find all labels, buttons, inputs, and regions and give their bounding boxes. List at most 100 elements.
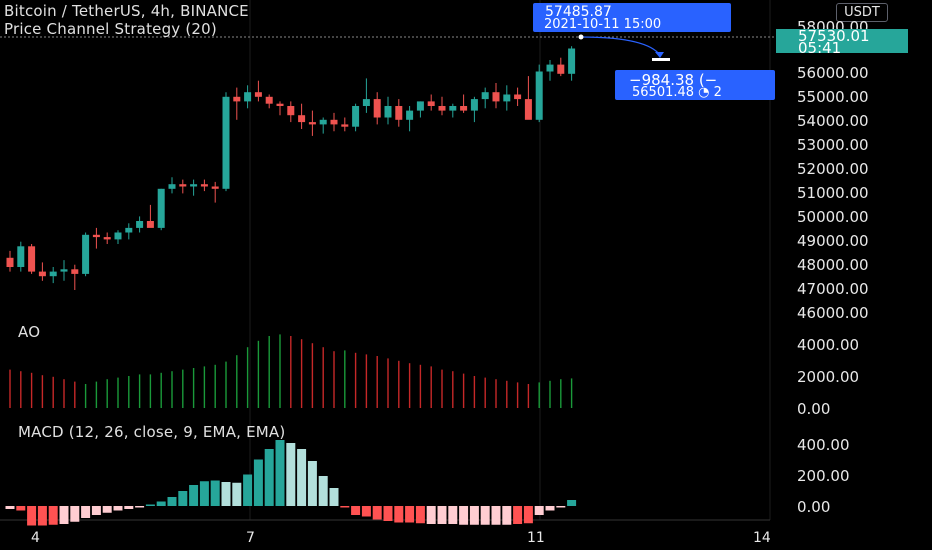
bar-countdown: 05:41 xyxy=(798,39,842,57)
strategy-legend[interactable]: Price Channel Strategy (20) xyxy=(4,20,217,38)
macd-bar xyxy=(329,488,339,506)
candle-body xyxy=(254,92,262,97)
macd-bar xyxy=(156,501,166,506)
ao-legend[interactable]: AO xyxy=(18,323,41,341)
candle-body xyxy=(200,184,208,187)
macd-bar xyxy=(199,481,209,506)
candle-body xyxy=(103,237,111,240)
macd-bar xyxy=(426,506,436,524)
candle-body xyxy=(449,106,457,111)
macd-bar xyxy=(145,504,155,506)
macd-bar xyxy=(307,461,317,506)
macd-bar xyxy=(523,506,533,524)
entry-marker xyxy=(578,34,584,40)
time-tick: 7 xyxy=(246,530,255,546)
candle-body xyxy=(60,269,68,272)
trade-connector xyxy=(580,36,661,56)
candle-body xyxy=(460,106,468,111)
candle-body xyxy=(341,124,349,127)
candle-body xyxy=(6,257,14,267)
macd-bar xyxy=(275,440,285,506)
candle-body xyxy=(395,106,403,120)
candle-body xyxy=(492,92,500,102)
exit-arrow-icon xyxy=(655,52,664,58)
candle-body xyxy=(136,221,144,228)
macd-bar xyxy=(297,449,307,506)
candle-body xyxy=(362,99,370,106)
exit-tooltip[interactable]: −984.38 (− 56501.48 ◔ 2 xyxy=(615,70,775,100)
macd-legend[interactable]: MACD (12, 26, close, 9, EMA, EMA) xyxy=(18,423,286,441)
candle-body xyxy=(514,94,522,100)
candle-body xyxy=(190,184,198,187)
macd-bar xyxy=(91,506,101,515)
macd-tick: 0.00 xyxy=(797,498,831,516)
ao-tick: 4000.00 xyxy=(797,336,860,354)
ao-histogram xyxy=(9,334,573,408)
macd-bar xyxy=(81,506,91,518)
price-tick: 55000.00 xyxy=(797,88,869,106)
price-tick: 51000.00 xyxy=(797,184,869,202)
macd-bar xyxy=(167,497,177,506)
price-tick: 56000.00 xyxy=(797,64,869,82)
candle-body xyxy=(82,234,90,274)
entry-price: 57485.87 xyxy=(545,4,612,20)
macd-bar xyxy=(383,506,393,521)
macd-bar xyxy=(394,506,404,523)
candle-body xyxy=(265,96,273,104)
exit-marker xyxy=(652,58,670,61)
macd-bar xyxy=(534,506,544,515)
price-tick: 46000.00 xyxy=(797,304,869,322)
candle-body xyxy=(438,106,446,111)
macd-tick: 400.00 xyxy=(797,436,850,454)
macd-bar xyxy=(70,506,80,522)
macd-histogram xyxy=(5,440,577,526)
macd-bar xyxy=(178,491,188,506)
entry-time: 2021-10-11 15:00 xyxy=(544,17,662,32)
macd-bar xyxy=(5,506,15,509)
price-tick: 47000.00 xyxy=(797,280,869,298)
macd-bar xyxy=(124,506,134,509)
symbol-title[interactable]: Bitcoin / TetherUS, 4h, BINANCE xyxy=(4,2,249,20)
candle-body xyxy=(557,64,565,74)
trade-overlay xyxy=(578,34,670,61)
last-price-value: 57530.01 xyxy=(798,27,870,45)
macd-bar xyxy=(372,506,382,520)
candle-body xyxy=(17,246,25,267)
time-tick: 11 xyxy=(527,530,545,546)
candle-body xyxy=(276,103,284,106)
candle-body xyxy=(179,184,187,187)
macd-bar xyxy=(243,474,253,506)
macd-bar xyxy=(318,476,328,506)
macd-bar xyxy=(232,482,242,506)
candle-body xyxy=(308,122,316,125)
ao-tick: 2000.00 xyxy=(797,368,860,386)
price-tick: 48000.00 xyxy=(797,256,869,274)
macd-bar xyxy=(502,506,512,525)
macd-bar xyxy=(113,506,123,511)
macd-bar xyxy=(513,506,523,524)
candle-body xyxy=(211,186,219,189)
candle-body xyxy=(384,106,392,118)
currency-button[interactable]: USDT xyxy=(836,3,888,22)
macd-bar xyxy=(48,506,58,525)
candle-body xyxy=(114,232,122,240)
exit-price: 56501.48 xyxy=(632,85,695,100)
candle-body xyxy=(352,106,360,127)
last-price-label: 57530.01 05:41 xyxy=(776,27,908,57)
candle-body xyxy=(222,96,230,189)
candle-body xyxy=(71,269,79,274)
macd-bar xyxy=(210,480,220,506)
candle-body xyxy=(146,221,154,228)
candle-body xyxy=(287,106,295,116)
macd-bar xyxy=(351,506,361,515)
macd-bar xyxy=(16,506,26,511)
candle-body xyxy=(503,94,511,102)
entry-tooltip[interactable]: 57485.87 2021-10-11 15:00 xyxy=(533,3,731,32)
candle-body xyxy=(157,188,165,228)
candle-body xyxy=(244,92,252,102)
candle-body xyxy=(92,234,100,238)
candle-body xyxy=(406,110,414,120)
time-tick: 4 xyxy=(31,530,40,546)
price-tick: 53000.00 xyxy=(797,136,869,154)
